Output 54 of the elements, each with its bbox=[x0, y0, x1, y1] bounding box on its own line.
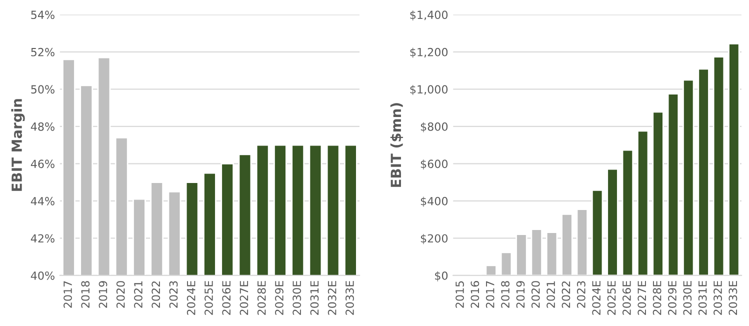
x-tick-label: 2032E bbox=[328, 281, 336, 315]
y-tick-label: $1,000 bbox=[410, 84, 448, 96]
x-tick-label: 2018 bbox=[501, 281, 510, 308]
x-tick-label: 2015 bbox=[456, 281, 464, 308]
x-tick-label: 2021 bbox=[546, 281, 556, 308]
x-tick-label: 2026E bbox=[622, 281, 631, 315]
y-tick-label: 42% bbox=[30, 234, 54, 243]
x-tick-label: 2028E bbox=[652, 281, 662, 315]
x-tick-label: 2017 bbox=[64, 281, 72, 308]
y-tick-label: $800 bbox=[420, 122, 448, 132]
x-tick-label: 2019 bbox=[98, 281, 108, 308]
y-tick-label: $600 bbox=[420, 159, 448, 170]
x-tick-label: 2031E bbox=[310, 281, 319, 315]
y-tick-label: 54% bbox=[31, 10, 54, 20]
x-tick-label: 2031E bbox=[698, 281, 707, 315]
x-tick-label: 2027E bbox=[240, 281, 248, 315]
x-tick-label: 2033E bbox=[346, 281, 354, 315]
y-tick-label: 44% bbox=[30, 196, 54, 206]
x-tick-label: 2022 bbox=[562, 281, 570, 308]
x-tick-label: 2020 bbox=[531, 281, 540, 308]
y-tick-label: 52% bbox=[31, 48, 54, 56]
x-tick-label: 2022 bbox=[152, 281, 160, 308]
x-tick-label: 2017 bbox=[486, 281, 494, 308]
x-tick-label: 2023 bbox=[169, 281, 178, 308]
x-tick-label: 2024E bbox=[592, 281, 601, 315]
y-tick-label: $400 bbox=[420, 196, 448, 207]
x-tick-label: 2029E bbox=[275, 281, 284, 315]
y-tick-label: 48% bbox=[30, 122, 54, 131]
x-tick-label: 2027E bbox=[638, 281, 646, 315]
x-tick-label: 2028E bbox=[257, 281, 266, 315]
x-tick-label: 2019 bbox=[516, 281, 525, 308]
y-tick-label: 46% bbox=[30, 160, 54, 168]
x-tick-label: 2029E bbox=[668, 281, 676, 315]
y-axis-title: EBIT Margin bbox=[11, 99, 25, 191]
x-tick-label: 2032E bbox=[714, 281, 722, 315]
x-tick-label: 2021 bbox=[134, 281, 142, 308]
x-tick-label: 2024E bbox=[186, 281, 196, 315]
x-tick-label: 2026E bbox=[222, 281, 231, 315]
x-tick-label: 2020 bbox=[116, 281, 125, 308]
x-tick-label: 2025E bbox=[607, 281, 616, 315]
y-tick-label: 40% bbox=[30, 271, 54, 280]
y-tick-label: $1,400 bbox=[410, 10, 448, 21]
x-tick-label: 2018 bbox=[81, 281, 90, 308]
y-tick-label: $1,200 bbox=[410, 48, 448, 58]
x-tick-label: 2023 bbox=[576, 281, 586, 308]
y-tick-label: 50% bbox=[31, 85, 54, 94]
x-tick-label: 2030E bbox=[683, 281, 692, 315]
y-tick-label: $200 bbox=[420, 234, 448, 244]
y-axis-title: EBIT ($mn) bbox=[390, 103, 404, 187]
x-tick-label: 2016 bbox=[470, 281, 480, 308]
y-tick-label: $0 bbox=[435, 271, 448, 282]
x-tick-label: 2025E bbox=[204, 281, 213, 315]
x-tick-label: 2033E bbox=[728, 281, 738, 315]
x-tick-label: 2030E bbox=[292, 281, 302, 315]
